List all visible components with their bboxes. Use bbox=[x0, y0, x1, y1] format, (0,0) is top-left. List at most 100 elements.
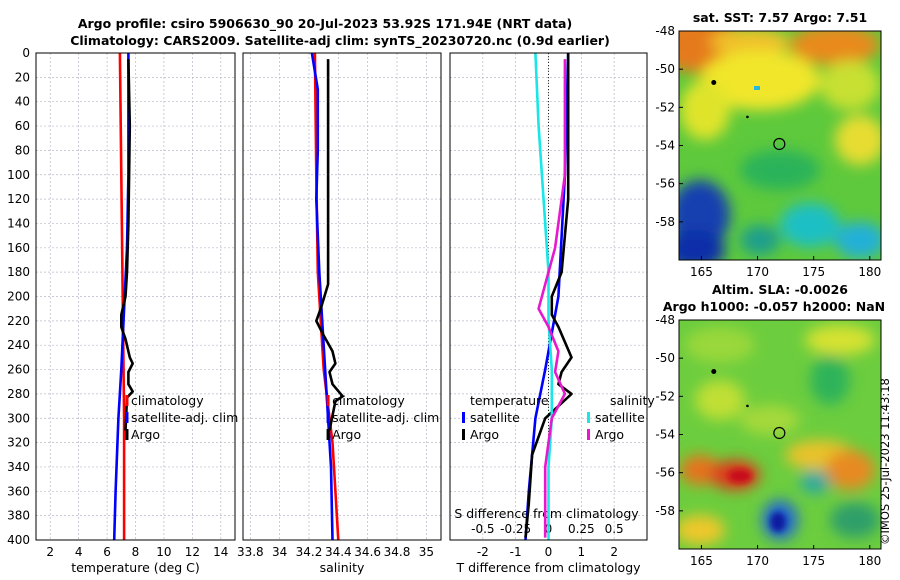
x-tick-label: 34.4 bbox=[325, 545, 352, 559]
x-tick-label: 0 bbox=[545, 545, 553, 559]
map-x-tick-label: 170 bbox=[746, 554, 769, 568]
y-tick-label: 140 bbox=[7, 216, 30, 230]
x-axis-label: T difference from climatology bbox=[455, 560, 641, 575]
map-y-tick-label: -50 bbox=[655, 62, 675, 76]
legend-swatch bbox=[326, 395, 330, 406]
map-x-tick-label: 165 bbox=[690, 265, 713, 279]
x-tick-label: 34.2 bbox=[296, 545, 323, 559]
legend-swatch bbox=[587, 412, 590, 423]
y-tick-label: 60 bbox=[15, 119, 30, 133]
map-y-tick-label: -54 bbox=[655, 428, 675, 442]
figure-title-line1: Argo profile: csiro 5906630_90 20-Jul-20… bbox=[78, 16, 572, 32]
y-tick-label: 0 bbox=[22, 46, 30, 60]
y-tick-label: 400 bbox=[7, 533, 30, 547]
map-y-tick-label: -48 bbox=[655, 313, 675, 327]
y-tick-label: 300 bbox=[7, 411, 30, 425]
legend-swatch bbox=[326, 412, 330, 423]
plot-frame bbox=[35, 52, 236, 541]
y-tick-label: 40 bbox=[15, 95, 30, 109]
x-tick-label: 1 bbox=[578, 545, 586, 559]
map-x-tick-label: 170 bbox=[746, 265, 769, 279]
map-x-tick-label: 180 bbox=[858, 265, 881, 279]
y-tick-label: 220 bbox=[7, 314, 30, 328]
x-tick-label: 14 bbox=[213, 545, 228, 559]
plot-frame bbox=[449, 52, 648, 541]
sla-map-panel: Altim. SLA: -0.0026 Argo h1000: -0.057 h… bbox=[655, 282, 885, 568]
y-tick-label: 100 bbox=[7, 168, 30, 182]
y-tick-label: 160 bbox=[7, 241, 30, 255]
map-y-tick-label: -50 bbox=[655, 351, 675, 365]
y-tick-label: 260 bbox=[7, 363, 30, 377]
legend-swatch bbox=[326, 429, 330, 440]
x-tick-label: 4 bbox=[75, 545, 83, 559]
series-line-salinity-satellite bbox=[534, 52, 554, 540]
legend-swatch bbox=[587, 429, 590, 440]
island-marker bbox=[711, 80, 717, 86]
map-y-tick-label: -56 bbox=[655, 466, 675, 480]
x-tick-label: 8 bbox=[132, 545, 140, 559]
y-tick-label: 200 bbox=[7, 290, 30, 304]
legend-label: climatology bbox=[332, 393, 405, 408]
plot-frame bbox=[242, 52, 442, 541]
map-x-tick-label: 175 bbox=[802, 554, 825, 568]
series-line-satellite-adj.-clim bbox=[310, 52, 334, 541]
map-y-tick-label: -52 bbox=[655, 100, 675, 114]
top-tick-label: -0.5 bbox=[471, 522, 494, 536]
y-tick-label: 20 bbox=[15, 70, 30, 84]
series-line-climatology bbox=[313, 52, 340, 541]
x-tick-label: 33.8 bbox=[237, 545, 264, 559]
legend-label: satellite-adj. clim bbox=[332, 410, 439, 425]
legend-label: satellite bbox=[470, 410, 520, 425]
series-line-temperature-Argo bbox=[524, 53, 573, 538]
legend-swatch bbox=[462, 429, 465, 440]
y-tick-label: 360 bbox=[7, 484, 30, 498]
x-tick-label: -2 bbox=[477, 545, 489, 559]
legend-swatch bbox=[125, 395, 129, 406]
x-axis-label: salinity bbox=[320, 560, 365, 575]
legend-swatch bbox=[125, 412, 129, 423]
legend-title-salinity: salinity bbox=[610, 393, 655, 408]
island-marker bbox=[746, 404, 749, 408]
copyright-stamp: ©IMOS 25-Jul-2023 11:43:18 bbox=[878, 378, 892, 545]
map-y-tick-label: -54 bbox=[655, 139, 675, 153]
y-tick-label: 380 bbox=[7, 509, 30, 523]
map-y-tick-label: -48 bbox=[655, 24, 675, 38]
argo-position-marker bbox=[773, 426, 786, 440]
sst-heatmap-field bbox=[679, 31, 881, 260]
sla-heatmap-field bbox=[679, 320, 881, 549]
series-line-Argo bbox=[120, 59, 134, 431]
x-tick-label: 34.8 bbox=[384, 545, 411, 559]
temperature-profile-panel: 0 20 40 60 80 100 120 140 160 180 200 220 240 260 280 3… bbox=[7, 46, 238, 575]
y-tick-label: 120 bbox=[7, 192, 30, 206]
x-tick-label: -1 bbox=[510, 545, 522, 559]
series-line-salinity-Argo bbox=[537, 59, 567, 538]
x-tick-label: 10 bbox=[156, 545, 171, 559]
map-x-tick-label: 175 bbox=[802, 265, 825, 279]
x-axis-label: temperature (deg C) bbox=[71, 560, 200, 575]
top-axis-label: S difference from climatology bbox=[454, 506, 639, 521]
island-marker bbox=[711, 369, 717, 375]
x-tick-label: 2 bbox=[46, 545, 54, 559]
salinity-profile-panel: 33.8 34 34.2 34.4 34.6 34.8 35 salinity climatol… bbox=[237, 52, 442, 575]
map-y-tick-label: -58 bbox=[655, 504, 675, 518]
legend-label: satellite bbox=[595, 410, 645, 425]
map-y-tick-label: -58 bbox=[655, 215, 675, 229]
series-line-climatology bbox=[118, 52, 126, 540]
sst-map-panel: sat. SST: 7.57 Argo: 7.51 165 170 175 1 bbox=[655, 10, 882, 279]
y-tick-label: 340 bbox=[7, 460, 30, 474]
map-x-tick-label: 180 bbox=[858, 554, 881, 568]
y-tick-label: 240 bbox=[7, 338, 30, 352]
y-tick-label: 280 bbox=[7, 387, 30, 401]
map-x-tick-label: 165 bbox=[690, 554, 713, 568]
island-marker bbox=[746, 115, 749, 119]
legend-label: Argo bbox=[595, 427, 624, 442]
legend-label: Argo bbox=[131, 427, 160, 442]
x-tick-label: 34 bbox=[272, 545, 287, 559]
x-tick-label: 35 bbox=[419, 545, 434, 559]
argo-position-marker bbox=[773, 137, 786, 151]
map-y-tick-label: -52 bbox=[655, 389, 675, 403]
legend-swatch bbox=[125, 429, 129, 440]
legend-swatch bbox=[462, 412, 465, 423]
map-y-tick-label: -56 bbox=[655, 177, 675, 191]
